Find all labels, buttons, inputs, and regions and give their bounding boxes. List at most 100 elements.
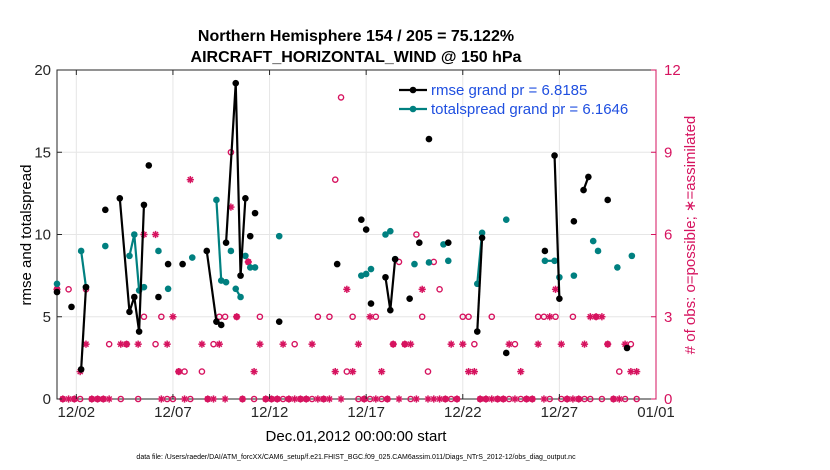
obs-assimilated-stroke: [546, 313, 553, 320]
x-tick-label: 12/07: [154, 404, 192, 421]
totalspread-line: [80, 250, 88, 288]
obs-possible-point: [471, 340, 478, 348]
y2-tick-label: 12: [664, 62, 681, 79]
obs-assimilated-stroke: [349, 368, 356, 375]
obs-assimilated-stroke: [552, 286, 559, 293]
rmse-point: [82, 283, 90, 291]
obs-assimilated-stroke: [390, 341, 397, 348]
obs-possible-point: [314, 313, 322, 321]
rmse-point: [585, 173, 592, 181]
obs-possible-point: [488, 313, 496, 321]
rmse-point: [415, 239, 423, 247]
obs-assimilated-stroke: [401, 341, 408, 348]
rmse-point: [382, 273, 389, 281]
rmse-point: [246, 232, 254, 240]
obs-assimilated-stroke: [280, 341, 287, 348]
totalspread-point: [502, 216, 510, 223]
rmse-line: [80, 287, 88, 370]
obs-assimilated-stroke: [540, 395, 547, 403]
obs-assimilated-stroke: [517, 368, 524, 375]
obs-assimilated-stroke: [135, 341, 142, 348]
obs-possible-point: [250, 395, 258, 403]
obs-assimilated-point: [175, 367, 183, 376]
obs-assimilated-stroke: [604, 341, 611, 348]
rmse-point: [580, 186, 587, 194]
obs-possible-point: [326, 313, 333, 321]
obs-assimilated-point: [557, 340, 565, 348]
obs-assimilated-stroke: [372, 395, 379, 403]
obs-assimilated-stroke: [378, 368, 385, 375]
obs-assimilated-stroke: [175, 368, 182, 375]
lines-layer: [53, 79, 636, 373]
obs-assimilated-stroke: [622, 341, 629, 348]
obs-assimilated-point: [279, 340, 287, 348]
chart-subtitle: AIRCRAFT_HORIZONTAL_WIND @ 150 hPa: [191, 49, 522, 66]
x-tick-label: 12/17: [347, 404, 385, 421]
y2-axis-label: # of obs: o=possible; ∗=assimilated: [682, 116, 699, 355]
obs-assimilated-point: [499, 395, 507, 403]
obs-assimilated-point: [569, 395, 577, 403]
obs-assimilated-point: [447, 340, 455, 348]
rmse-point: [358, 216, 365, 223]
obs-assimilated-point: [401, 340, 409, 348]
obs-assimilated-stroke: [303, 395, 310, 403]
obs-assimilated-point: [221, 395, 229, 403]
y-tick-label: 10: [34, 227, 51, 244]
obs-assimilated-stroke: [216, 341, 223, 348]
obs-assimilated-stroke: [309, 341, 316, 348]
data-file-footnote: data file: /Users/raeder/DAI/ATM_forcXX/…: [136, 454, 576, 461]
x-tick-label: 12/27: [541, 404, 579, 421]
rmse-point: [473, 328, 481, 335]
obs-assimilated-point: [151, 230, 160, 239]
obs-assimilated-point: [343, 285, 351, 293]
totalspread-point: [275, 232, 283, 240]
obs-assimilated-point: [337, 395, 345, 403]
totalspread-point: [130, 231, 138, 238]
rmse-line: [553, 155, 561, 299]
totalspread-point: [367, 265, 375, 273]
rmse-point: [556, 295, 563, 302]
rmse-point: [604, 196, 611, 204]
y-tick-label: 0: [43, 391, 51, 408]
totalspread-point: [222, 278, 230, 286]
rmse-point: [164, 260, 172, 268]
obs-assimilated-stroke: [106, 395, 113, 403]
obs-possible-point: [615, 368, 623, 375]
rmse-line: [224, 83, 247, 276]
obs-assimilated-stroke: [222, 395, 229, 403]
y2-tick-label: 3: [664, 309, 672, 326]
obs-possible-point: [65, 286, 72, 293]
obs-assimilated-stroke: [465, 368, 472, 375]
obs-assimilated-stroke: [169, 313, 176, 320]
totalspread-point: [425, 259, 433, 266]
obs-assimilated-point: [598, 313, 606, 321]
obs-possible-point: [633, 395, 640, 403]
rmse-point: [203, 247, 211, 255]
obs-assimilated-stroke: [564, 395, 571, 403]
obs-possible-point: [598, 395, 606, 403]
obs-assimilated-point: [464, 367, 473, 376]
obs-assimilated-point: [163, 340, 171, 348]
totalspread-point: [570, 272, 578, 279]
rmse-point: [135, 328, 143, 335]
obs-possible-point: [569, 313, 577, 321]
rmse-point: [425, 135, 433, 143]
totalspread-point: [251, 264, 259, 271]
obs-assimilated-stroke: [297, 395, 304, 403]
rmse-point: [53, 288, 61, 296]
rmse-point: [130, 293, 138, 301]
y2-tick-label: 6: [664, 227, 672, 244]
obs-assimilated-stroke: [482, 395, 490, 403]
rmse-point: [116, 195, 124, 202]
totalspread-point: [77, 247, 85, 255]
obs-assimilated-stroke: [343, 286, 350, 293]
totalspread-point: [232, 285, 240, 293]
totalspread-point: [126, 252, 133, 260]
obs-assimilated-point: [621, 340, 629, 348]
obs-possible-point: [158, 313, 165, 321]
obs-assimilated-stroke: [337, 395, 345, 403]
obs-possible-point: [418, 313, 426, 321]
obs-possible-point: [291, 340, 298, 348]
obs-assimilated-stroke: [593, 313, 600, 320]
